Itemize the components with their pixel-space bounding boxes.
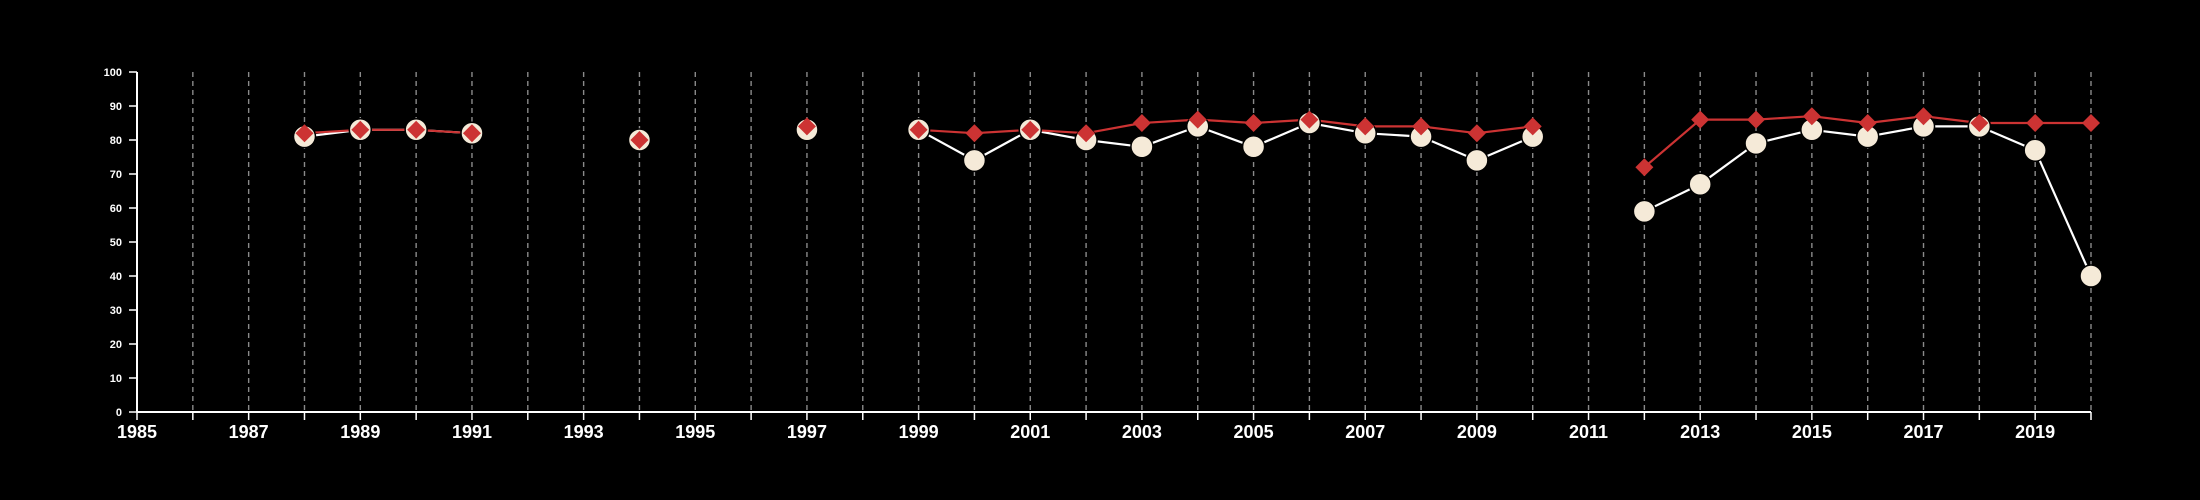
- x-tick-label: 2005: [1234, 422, 1274, 442]
- series-2-point: [1523, 117, 1542, 136]
- y-tick-label: 70: [110, 169, 122, 181]
- series-2-line: [918, 118, 1533, 135]
- axis-layer: 0 10 20 30 40 50 60 70 80 90 100 1985 1987 1989 1991 19…: [104, 67, 2092, 442]
- x-tick-label: 2011: [1569, 422, 1608, 442]
- series-2-point: [797, 117, 816, 136]
- y-tick-label: 80: [110, 135, 122, 147]
- series-2-point: [1635, 158, 1654, 177]
- series-2-point: [1747, 110, 1766, 129]
- x-tick-label: 2001: [1010, 422, 1050, 442]
- x-tick-label: 1989: [340, 422, 380, 442]
- series-2-point: [1412, 117, 1431, 136]
- series-1-point: [1241, 135, 1266, 159]
- x-tick-label: 1997: [787, 422, 827, 442]
- y-tick-label: 10: [110, 373, 122, 385]
- series-2-point: [1077, 124, 1096, 143]
- series-1-point: [1688, 172, 1712, 196]
- series-1-point: [2079, 264, 2103, 288]
- series-2-point: [1132, 114, 1151, 132]
- x-tick-label: 2003: [1122, 422, 1162, 442]
- x-tick-label: 2009: [1457, 422, 1497, 442]
- series-2-line: [304, 128, 473, 135]
- series-2-point: [1188, 110, 1207, 129]
- series-2-point: [462, 124, 481, 143]
- x-tick-label: 2015: [1792, 422, 1832, 442]
- x-tick-label: 1993: [564, 422, 604, 442]
- x-tick-label: 1999: [899, 422, 939, 442]
- series-2-point: [351, 120, 370, 139]
- series-2-point: [295, 124, 314, 143]
- series-1-point: [1632, 199, 1657, 224]
- y-tick-label: 60: [110, 203, 122, 215]
- series-2-point: [1914, 107, 1933, 126]
- series-2-point: [1858, 114, 1877, 132]
- x-tick-label: 2013: [1680, 422, 1720, 442]
- series-2-point: [1802, 107, 1821, 126]
- x-tick-label: 1995: [675, 422, 715, 442]
- y-tick-label: 90: [110, 101, 122, 113]
- series-1-point: [1130, 135, 1154, 159]
- y-tick-label: 40: [110, 271, 122, 283]
- series-2-point: [2026, 114, 2045, 132]
- series-2-point: [1356, 117, 1375, 136]
- x-tick-label: 2017: [1903, 422, 1943, 442]
- series-1-point: [2023, 138, 2047, 162]
- series-2-point: [965, 124, 984, 143]
- series-1-point: [1744, 131, 1768, 156]
- x-tick-label: 1985: [117, 422, 157, 442]
- series-2-point: [1970, 114, 1989, 132]
- x-tick-label: 1987: [229, 422, 269, 442]
- x-tick-label: 2019: [2015, 422, 2055, 442]
- series-2-point: [1021, 120, 1040, 139]
- series-2-point: [909, 120, 928, 139]
- y-tick-label: 20: [110, 339, 122, 351]
- series-2-point: [2082, 114, 2100, 132]
- y-tick-label: 0: [116, 407, 122, 419]
- series-1-point: [962, 148, 987, 173]
- series-2-point: [1244, 114, 1263, 132]
- series-2-point: [1467, 124, 1486, 143]
- y-tick-label: 30: [110, 305, 122, 317]
- y-tick-label: 100: [104, 67, 122, 79]
- series-2-point: [1691, 110, 1710, 129]
- series-layer: [292, 107, 2103, 288]
- series-2-point: [630, 131, 649, 149]
- series-2-point: [1300, 110, 1319, 129]
- series-2-point: [407, 120, 426, 139]
- x-tick-label: 2007: [1345, 422, 1385, 442]
- series-1-point: [1465, 148, 1489, 173]
- x-tick-label: 1991: [452, 422, 492, 442]
- y-tick-label: 50: [110, 237, 122, 249]
